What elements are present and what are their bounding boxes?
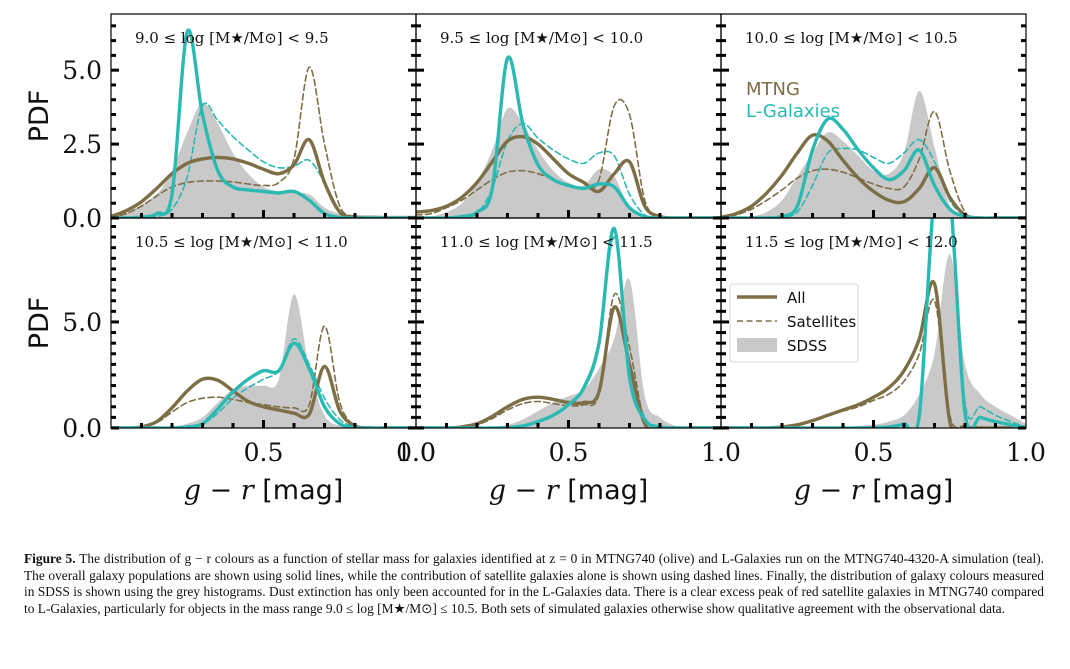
x-tick-label: 1.0 [1006, 438, 1046, 467]
x-tick-label: 1.0 [701, 438, 741, 467]
figure-caption: Figure 5. The distribution of g − r colo… [24, 551, 1044, 617]
caption-text: The distribution of g − r colours as a f… [24, 551, 1045, 616]
panel-title: 10.5 ≤ log [M★/M⊙] < 11.0 [135, 233, 348, 251]
x-tick-label: 0.5 [244, 438, 284, 467]
x-axis-label: g − r [mag] [489, 475, 649, 506]
sdss-curve [721, 90, 1026, 218]
sdss-curve [416, 107, 721, 218]
caption-label: Figure 5. [24, 551, 76, 566]
x-axis-label-unit: [mag] [262, 475, 343, 506]
l-galaxies-all-curve [721, 218, 1026, 428]
x-axis-label-math: g − r [489, 475, 568, 506]
legend-sdss-swatch [737, 338, 777, 352]
sdss-curve [721, 254, 1026, 428]
panel-5: 11.0 ≤ log [M★/M⊙] < 11.5 0.0 0.5 1.0 g − r … [396, 217, 741, 506]
y-tick-label: 2.5 [62, 130, 102, 159]
x-tick-label: 0.0 [396, 438, 436, 467]
panel-title: 11.5 ≤ log [M★/M⊙] < 12.0 [745, 233, 958, 251]
legend-all-label: All [787, 289, 806, 307]
sdss-curve [416, 278, 721, 428]
plot-area [111, 294, 416, 428]
legend-satellites-label: Satellites [787, 313, 856, 331]
x-axis-label-unit: [mag] [872, 475, 953, 506]
panel-6: 11.5 ≤ log [M★/M⊙] < 12.0 0.5 1.0 g − r [ma… [720, 217, 1046, 506]
y-tick-label: 5.0 [62, 308, 102, 337]
y-tick-label: 0.0 [62, 414, 102, 443]
y-tick-label: 0.0 [62, 204, 102, 233]
panel-title: 11.0 ≤ log [M★/M⊙] < 11.5 [440, 233, 653, 251]
sdss-curve [111, 102, 416, 218]
panel-title: 9.5 ≤ log [M★/M⊙] < 10.0 [440, 29, 643, 47]
panel-title: 10.0 ≤ log [M★/M⊙] < 10.5 [745, 29, 958, 47]
legend-model-l-galaxies: L-Galaxies [746, 101, 840, 122]
plot-area [416, 55, 721, 218]
l-galaxies-all-curve [111, 28, 416, 218]
style-legend: All Satellites SDSS [729, 283, 859, 363]
panel-title: 9.0 ≤ log [M★/M⊙] < 9.5 [135, 29, 329, 47]
panel-2: 9.5 ≤ log [M★/M⊙] < 10.0 [415, 13, 722, 220]
x-axis-label: g − r [mag] [184, 475, 344, 506]
x-tick-label: 1.0 [396, 438, 436, 467]
x-tick-label: 0.5 [549, 438, 589, 467]
legend-sdss-label: SDSS [787, 337, 827, 355]
legend-model-mtng: MTNG [746, 79, 800, 100]
x-axis-label: g − r [mag] [794, 475, 954, 506]
x-axis-label-math: g − r [184, 475, 263, 506]
plot-area [416, 226, 721, 428]
l-galaxies-all-curve [416, 55, 721, 218]
plot-area [111, 28, 416, 218]
y-tick-label: 5.0 [62, 56, 102, 85]
y-axis-label: PDF [24, 90, 55, 143]
x-axis-label-math: g − r [794, 475, 873, 506]
x-tick-label: 0.5 [854, 438, 894, 467]
y-axis-label: PDF [24, 297, 55, 350]
sdss-curve [111, 294, 416, 428]
l-galaxies-all-curve [111, 341, 416, 428]
x-axis-label-unit: [mag] [567, 475, 648, 506]
